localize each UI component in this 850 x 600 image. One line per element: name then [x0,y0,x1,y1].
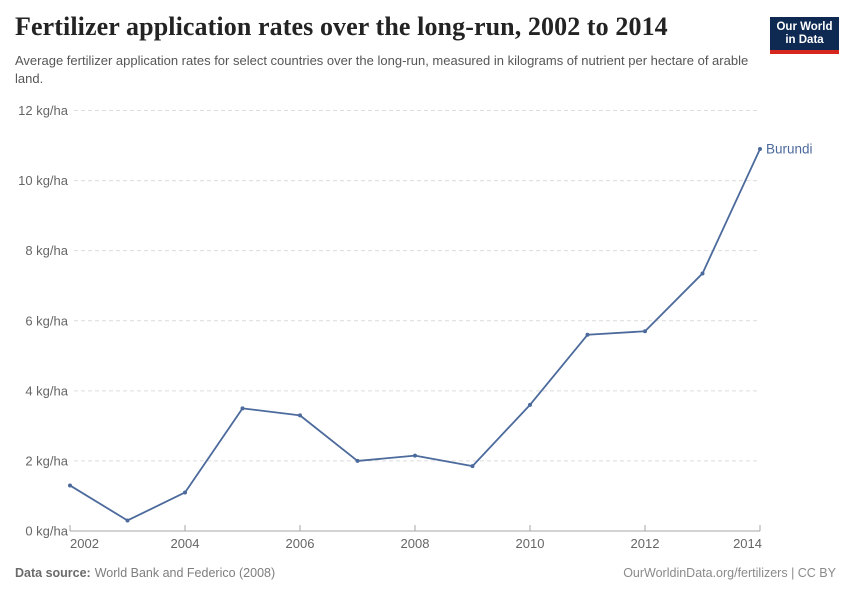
x-tick-label: 2002 [70,536,99,551]
data-point [528,402,532,407]
data-source-label: Data source: [15,566,91,580]
data-point [298,413,302,418]
chart-footer: Data source: World Bank and Federico (200… [15,566,836,580]
data-point [355,458,360,463]
x-tick-label: 2010 [516,536,545,551]
y-tick-label: 4 kg/ha [25,383,68,398]
x-tick-label: 2006 [286,536,315,551]
owid-logo-line1: Our World [776,21,833,33]
series-label-burundi[interactable]: Burundi [766,142,813,157]
data-point [240,406,245,411]
attribution-link[interactable]: OurWorldinData.org/fertilizers | CC BY [623,566,836,580]
x-tick-label: 2012 [631,536,660,551]
data-line-burundi[interactable] [69,148,761,522]
y-tick-label: 6 kg/ha [25,313,68,328]
data-point [183,490,187,495]
x-tick-label: 2014 [733,536,762,551]
chart-title: Fertilizer application rates over the lo… [15,12,668,41]
data-point [758,147,762,152]
x-tick-label: 2008 [401,536,430,551]
data-source: Data source: World Bank and Federico (200… [15,566,275,580]
y-tick-label: 0 kg/ha [25,524,68,539]
data-point [470,464,475,469]
x-tick-label: 2004 [171,536,200,551]
data-point [700,271,705,276]
data-source-value: World Bank and Federico (2008) [94,566,276,580]
data-point [585,332,590,337]
y-tick-label: 8 kg/ha [25,243,68,258]
data-point [68,483,72,488]
owid-logo[interactable]: Our World in Data [770,17,839,54]
data-point [125,518,130,523]
data-point [643,329,647,334]
owid-logo-line2: in Data [785,34,824,46]
y-tick-label: 10 kg/ha [18,173,69,188]
y-tick-label: 2 kg/ha [25,453,68,468]
y-tick-label: 12 kg/ha [18,103,69,118]
data-point [413,453,417,458]
chart-subtitle: Average fertilizer application rates for… [15,53,749,86]
